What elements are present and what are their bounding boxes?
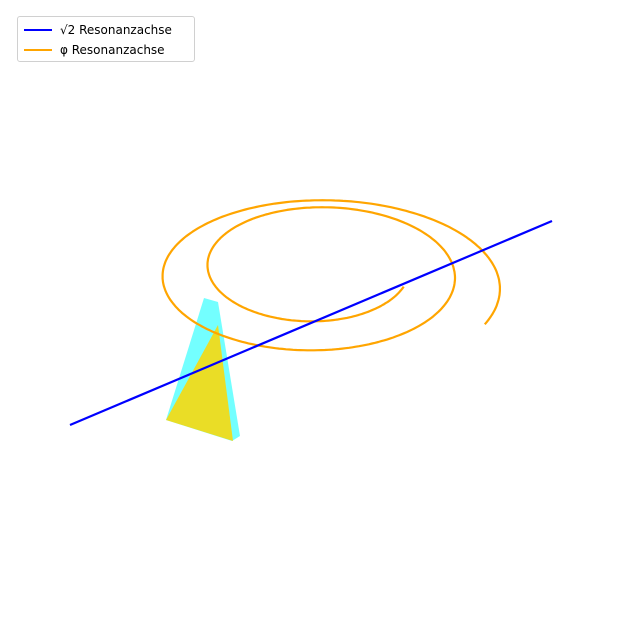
legend-entry-sqrt2: √2 Resonanzachse: [24, 21, 172, 39]
phi-axis-spiral: [161, 199, 501, 352]
legend-label-phi: φ Resonanzachse: [60, 43, 165, 57]
lines-layer: [69, 199, 553, 427]
legend-entry-phi: φ Resonanzachse: [24, 41, 165, 59]
legend-swatch-sqrt2: [24, 29, 52, 31]
gold-surface: [166, 325, 233, 441]
legend-swatch-phi: [24, 49, 52, 51]
legend: √2 Resonanzachse φ Resonanzachse: [17, 16, 195, 62]
sqrt2-axis-line: [69, 219, 553, 427]
legend-label-sqrt2: √2 Resonanzachse: [60, 23, 172, 37]
